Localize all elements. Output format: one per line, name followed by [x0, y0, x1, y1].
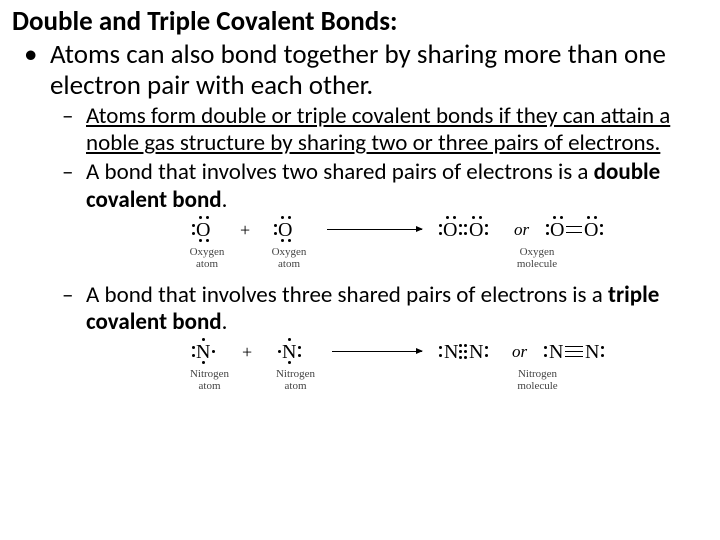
bullet-dot: • — [24, 39, 37, 70]
nitrogen-molecule-caption: Nitrogenmolecule — [490, 368, 585, 392]
bullet-level1: • Atoms can also bond together by sharin… — [12, 39, 708, 101]
dash-icon: – — [62, 159, 73, 186]
nitrogen-diagram: N Nitrogenatom + N Nitrogenatom — [182, 340, 708, 402]
sub3-text-a: A bond that involves three shared pairs … — [86, 281, 608, 309]
dash-icon: – — [62, 282, 73, 309]
nitrogen-letter: N — [585, 342, 599, 362]
or-text: or — [512, 342, 527, 362]
oxygen-diagram: O Oxygenatom + O Oxygenatom — [182, 218, 708, 280]
nitrogen-molecule-lewis: N N — [437, 340, 507, 364]
oxygen-molecule-structural: O O — [544, 218, 624, 242]
sub1-text: Atoms form double or triple covalent bon… — [86, 102, 670, 157]
oxygen-letter: O — [469, 220, 483, 240]
oxygen-letter: O — [443, 220, 457, 240]
sub3-text-c: . — [222, 308, 228, 336]
oxygen-molecule-lewis: O O — [437, 218, 507, 242]
plus-icon: + — [242, 342, 252, 363]
oxygen-atom-1: O Oxygenatom — [182, 218, 232, 270]
oxygen-letter: O — [584, 220, 598, 240]
oxygen-atom-caption: Oxygenatom — [182, 246, 232, 270]
nitrogen-letter: N — [549, 342, 563, 362]
sub-bullet-3: – A bond that involves three shared pair… — [12, 282, 708, 336]
oxygen-letter: O — [278, 220, 292, 240]
or-text: or — [514, 220, 529, 240]
arrow-icon — [327, 229, 422, 230]
nitrogen-atom-caption: Nitrogenatom — [182, 368, 237, 392]
sub2-text-c: . — [222, 186, 228, 214]
oxygen-letter: O — [550, 220, 564, 240]
nitrogen-letter: N — [444, 342, 458, 362]
nitrogen-molecule-structural: N N — [542, 340, 632, 364]
nitrogen-atom-1: N Nitrogenatom — [182, 340, 237, 392]
nitrogen-letter: N — [196, 342, 210, 362]
plus-icon: + — [240, 220, 250, 241]
sub-bullet-2: – A bond that involves two shared pairs … — [12, 159, 708, 213]
nitrogen-atom-2: N Nitrogenatom — [268, 340, 323, 392]
dash-icon: – — [62, 103, 73, 130]
oxygen-atom-2: O Oxygenatom — [264, 218, 314, 270]
oxygen-molecule-caption: Oxygenmolecule — [492, 246, 582, 270]
slide: Double and Triple Covalent Bonds: • Atom… — [0, 0, 720, 402]
sub2-text-a: A bond that involves two shared pairs of… — [86, 158, 594, 186]
nitrogen-letter: N — [469, 342, 483, 362]
oxygen-letter: O — [196, 220, 210, 240]
arrow-icon — [332, 351, 422, 352]
nitrogen-letter: N — [282, 342, 296, 362]
oxygen-atom-caption: Oxygenatom — [264, 246, 314, 270]
heading: Double and Triple Covalent Bonds: — [12, 6, 708, 37]
nitrogen-atom-caption: Nitrogenatom — [268, 368, 323, 392]
level1-text: Atoms can also bond together by sharing … — [50, 38, 666, 102]
sub-bullet-1: – Atoms form double or triple covalent b… — [12, 103, 708, 157]
